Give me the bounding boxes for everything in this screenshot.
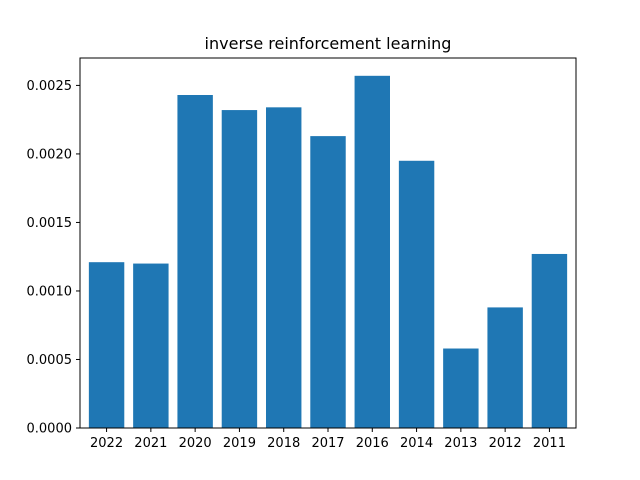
x-tick-label: 2018 bbox=[267, 436, 300, 451]
bar-2018 bbox=[266, 107, 302, 428]
x-tick-label: 2014 bbox=[400, 436, 433, 451]
bar-2019 bbox=[221, 110, 258, 428]
bar-2020 bbox=[177, 95, 213, 428]
bars-layer bbox=[88, 75, 568, 429]
bar-2013 bbox=[443, 348, 479, 428]
bar-2016 bbox=[354, 75, 390, 428]
y-tick-label: 0.0025 bbox=[27, 79, 73, 94]
bar-2011 bbox=[531, 253, 568, 428]
bar-2021 bbox=[133, 263, 169, 428]
bar-2017 bbox=[310, 136, 346, 429]
x-axis: 2022 2021 2020 2019 2018 2017 2016 2014 2013 2012… bbox=[90, 428, 566, 451]
y-tick-label: 0.0010 bbox=[27, 284, 73, 299]
chart-title: inverse reinforcement learning bbox=[205, 34, 452, 53]
x-tick-label: 2020 bbox=[179, 436, 212, 451]
bar-2012 bbox=[487, 307, 523, 428]
x-tick-label: 2021 bbox=[134, 436, 167, 451]
x-tick-label: 2017 bbox=[311, 436, 344, 451]
x-tick-label: 2013 bbox=[444, 436, 477, 451]
y-tick-label: 0.0005 bbox=[27, 353, 73, 368]
y-tick-label: 0.0000 bbox=[27, 422, 73, 437]
y-tick-label: 0.0020 bbox=[27, 147, 73, 162]
plot-frame bbox=[79, 57, 577, 429]
y-tick-label: 0.0015 bbox=[27, 216, 73, 231]
x-tick-label: 2022 bbox=[90, 436, 123, 451]
bar-2014 bbox=[398, 160, 435, 428]
y-axis: 0.0000 0.0005 0.0010 0.0015 0.0020 0.0025 bbox=[27, 79, 80, 437]
x-tick-label: 2019 bbox=[223, 436, 256, 451]
x-tick-label: 2012 bbox=[489, 436, 522, 451]
bar-2022 bbox=[88, 262, 125, 428]
x-tick-label: 2016 bbox=[356, 436, 389, 451]
x-tick-label: 2011 bbox=[533, 436, 566, 451]
